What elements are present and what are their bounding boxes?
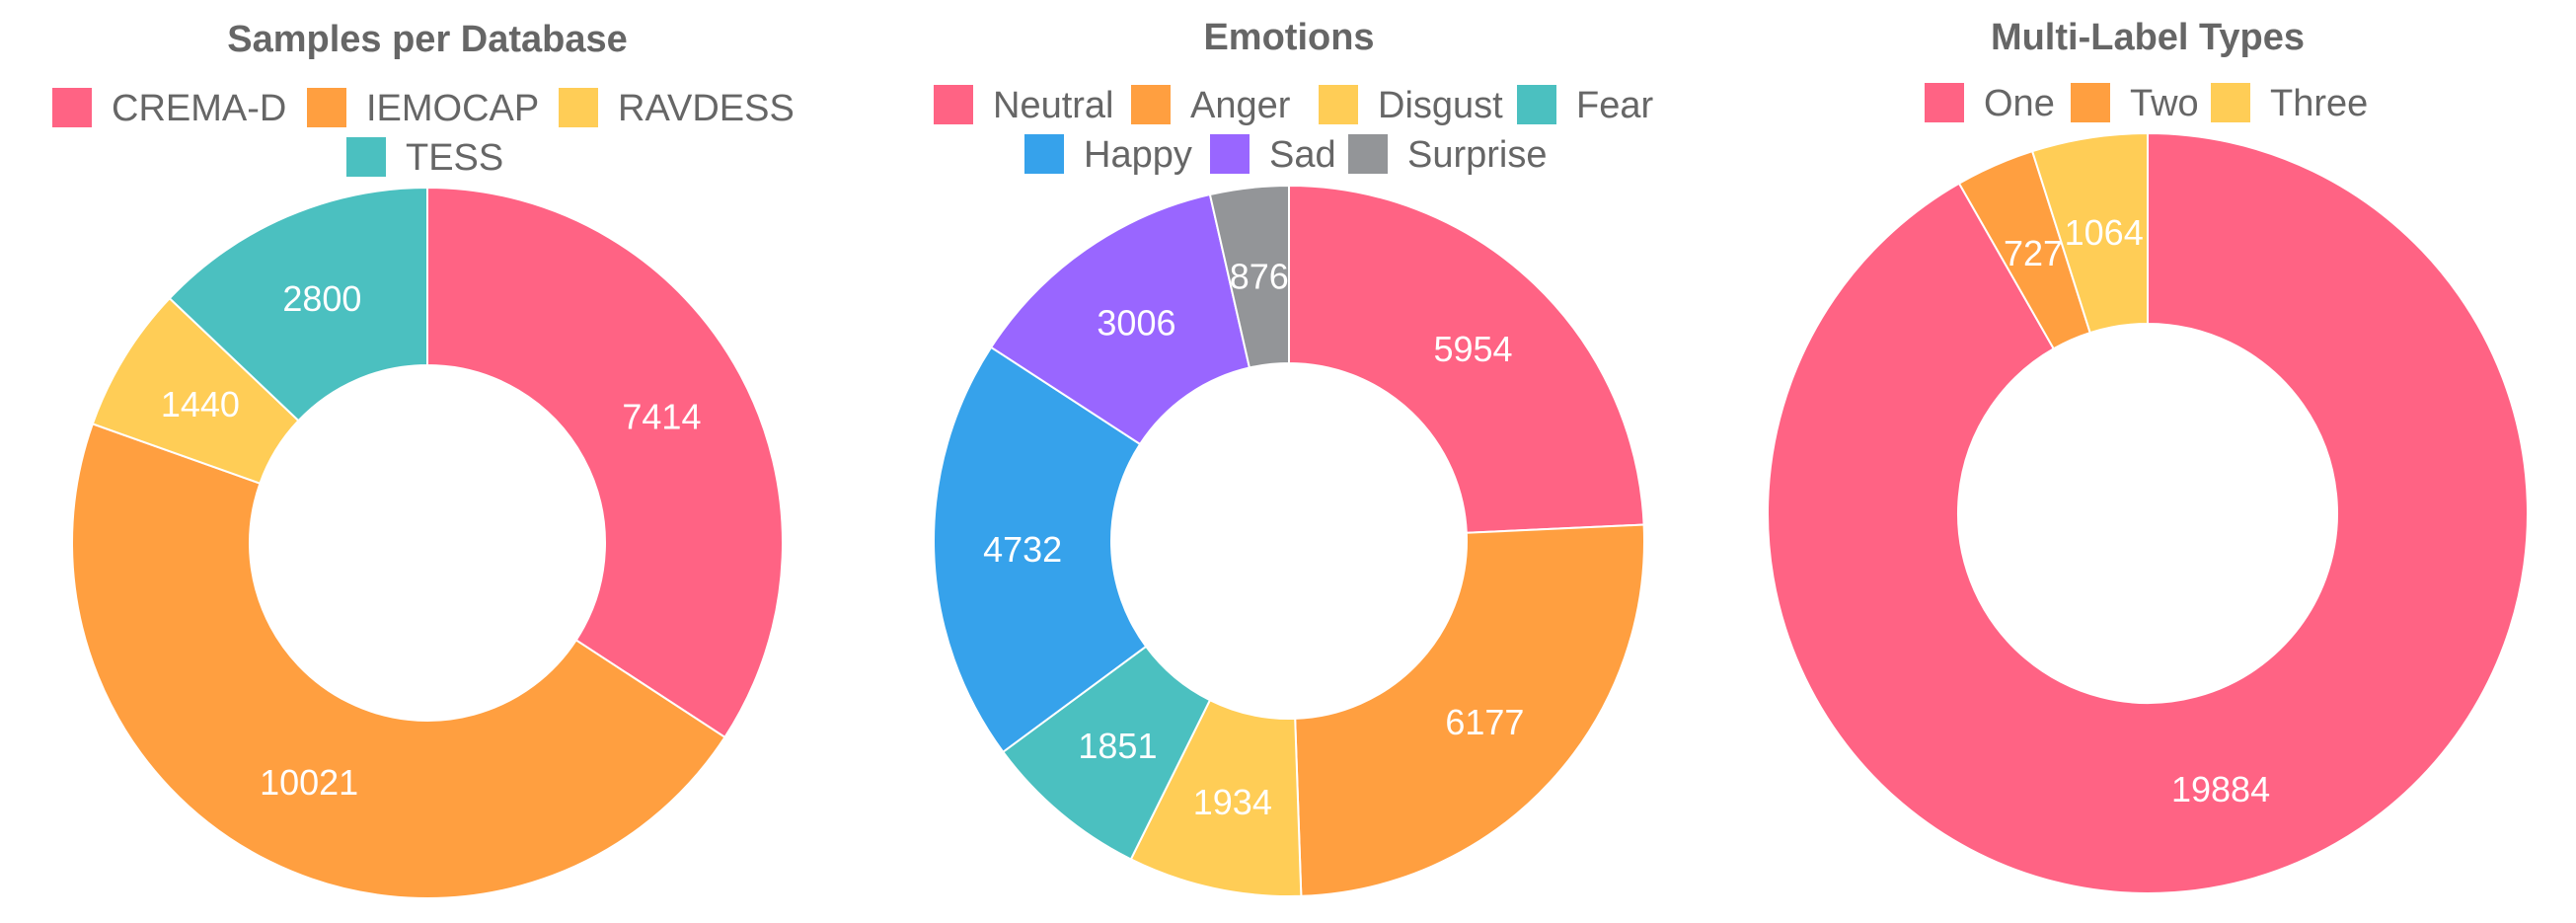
legend-label-emotions-happy[interactable]: Happy: [1084, 134, 1192, 176]
legend-swatch-emotions-fear[interactable]: [1517, 85, 1556, 124]
legend-swatch-emotions-disgust[interactable]: [1319, 85, 1358, 124]
legend-swatch-samples-per-database-crema-d[interactable]: [52, 88, 92, 127]
slice-emotions-surprise[interactable]: [1208, 184, 1290, 369]
legend-swatch-emotions-anger[interactable]: [1131, 85, 1171, 124]
slice-multi-label-types-one[interactable]: [1767, 131, 2530, 894]
legend-swatch-samples-per-database-iemocap[interactable]: [307, 88, 346, 127]
legend-swatch-emotions-neutral[interactable]: [934, 85, 973, 124]
legend-swatch-emotions-sad[interactable]: [1210, 134, 1250, 174]
legend-label-samples-per-database-crema-d[interactable]: CREMA-D: [112, 88, 286, 129]
slice-samples-per-database-iemocap[interactable]: [71, 423, 726, 899]
value-label-samples-per-database-ravdess: 1440: [161, 384, 240, 424]
value-label-emotions-happy: 4732: [983, 529, 1062, 570]
value-label-emotions-surprise: 876: [1230, 257, 1289, 297]
slice-samples-per-database-tess[interactable]: [168, 186, 428, 423]
value-label-emotions-anger: 6177: [1445, 702, 1524, 742]
legend-label-emotions-disgust[interactable]: Disgust: [1378, 85, 1503, 126]
slice-samples-per-database-crema-d[interactable]: [426, 186, 784, 739]
chart-title-emotions: Emotions: [1203, 17, 1374, 58]
legend-label-multi-label-types-three[interactable]: Three: [2270, 83, 2368, 124]
value-label-emotions-neutral: 5954: [1433, 329, 1512, 369]
legend-swatch-emotions-surprise[interactable]: [1348, 134, 1388, 174]
value-label-multi-label-types-one: 19884: [2171, 769, 2270, 809]
value-label-emotions-disgust: 1934: [1193, 782, 1272, 822]
legend-label-multi-label-types-one[interactable]: One: [1984, 83, 2055, 124]
legend-swatch-samples-per-database-ravdess[interactable]: [559, 88, 598, 127]
legend-swatch-multi-label-types-one[interactable]: [1925, 83, 1964, 122]
value-label-multi-label-types-three: 1064: [2065, 212, 2144, 253]
legend-label-emotions-sad[interactable]: Sad: [1269, 134, 1336, 176]
slice-emotions-neutral[interactable]: [1288, 184, 1645, 534]
legend-label-multi-label-types-two[interactable]: Two: [2130, 83, 2199, 124]
legend-label-samples-per-database-ravdess[interactable]: RAVDESS: [618, 88, 795, 129]
slice-multi-label-types-three[interactable]: [2030, 131, 2149, 335]
legend-label-emotions-fear[interactable]: Fear: [1576, 85, 1653, 126]
chart-title-samples-per-database: Samples per Database: [227, 19, 628, 60]
legend-label-samples-per-database-iemocap[interactable]: IEMOCAP: [366, 88, 539, 129]
value-label-emotions-fear: 1851: [1078, 726, 1157, 766]
legend-swatch-samples-per-database-tess[interactable]: [346, 137, 386, 177]
value-label-samples-per-database-iemocap: 10021: [260, 762, 358, 803]
value-label-emotions-sad: 3006: [1097, 303, 1175, 344]
value-label-samples-per-database-tess: 2800: [282, 278, 361, 319]
legend-swatch-multi-label-types-two[interactable]: [2071, 83, 2110, 122]
legend-label-emotions-anger[interactable]: Anger: [1190, 85, 1291, 126]
chart-title-multi-label-types: Multi-Label Types: [1991, 17, 2305, 58]
value-label-samples-per-database-crema-d: 7414: [622, 396, 701, 436]
legend-label-samples-per-database-tess[interactable]: TESS: [406, 137, 503, 179]
value-label-multi-label-types-two: 727: [2004, 233, 2063, 273]
slice-emotions-sad[interactable]: [989, 192, 1251, 446]
slice-emotions-happy[interactable]: [933, 346, 1148, 754]
slice-emotions-anger[interactable]: [1294, 523, 1645, 897]
legend-label-emotions-surprise[interactable]: Surprise: [1407, 134, 1548, 176]
legend-swatch-multi-label-types-three[interactable]: [2211, 83, 2250, 122]
legend-label-emotions-neutral[interactable]: Neutral: [993, 85, 1114, 126]
legend-swatch-emotions-happy[interactable]: [1024, 134, 1064, 174]
